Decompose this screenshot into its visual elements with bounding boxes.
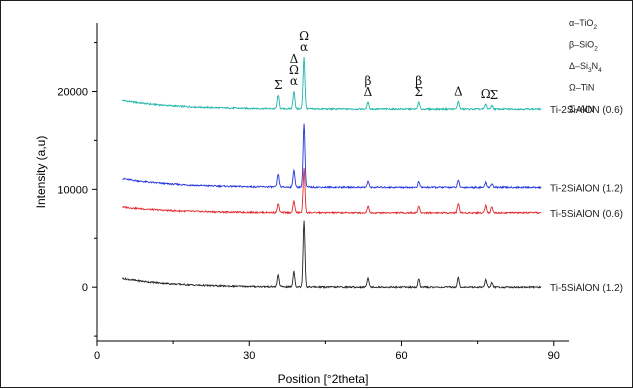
legend-subscript: 4 bbox=[598, 67, 602, 74]
x-tick-label: 30 bbox=[243, 350, 255, 362]
legend-subscript: 3 bbox=[588, 67, 592, 74]
series-line-0 bbox=[122, 57, 542, 112]
peak-symbol: β bbox=[365, 74, 372, 88]
peak-symbol: Σ bbox=[415, 85, 423, 99]
series-line-3 bbox=[121, 220, 542, 290]
legend-label: Σ–AlN bbox=[569, 104, 594, 114]
peak-symbol: Σ bbox=[490, 88, 498, 102]
legend-label: Δ–Si bbox=[569, 61, 588, 71]
legend-entry: β–SiO2 bbox=[569, 40, 598, 53]
y-tick-label: 0 bbox=[82, 282, 88, 294]
legend-subscript: 2 bbox=[594, 46, 598, 53]
peak-symbol: Σ bbox=[274, 78, 282, 92]
peak-symbol: Δ bbox=[364, 85, 373, 99]
legend-entry: Ω–TiN bbox=[569, 83, 594, 93]
series-label-1: Ti-2SiAlON (1.2) bbox=[550, 183, 623, 194]
x-tick-label: 90 bbox=[548, 350, 560, 362]
legend-entry: Σ–AlN bbox=[569, 104, 594, 114]
peak-symbol: α bbox=[290, 74, 298, 88]
x-tick-label: 60 bbox=[395, 350, 407, 362]
series-line-2 bbox=[122, 168, 542, 215]
legend-label: Ω–TiN bbox=[569, 83, 594, 93]
peak-symbol: Ω bbox=[289, 63, 299, 77]
x-tick-label: 0 bbox=[94, 350, 100, 362]
y-axis-title: Intensity (a,u) bbox=[34, 136, 48, 209]
legend-subscript: 2 bbox=[593, 24, 597, 31]
peak-symbol: Ω bbox=[299, 29, 309, 43]
y-tick-label: 10000 bbox=[57, 184, 88, 196]
legend-label-tail: N bbox=[592, 61, 599, 71]
peak-symbol: Δ bbox=[454, 84, 463, 98]
series-label-2: Ti-5SiAlON (0.6) bbox=[550, 209, 623, 220]
series-label-3: Ti-5SiAlON (1.2) bbox=[550, 283, 623, 294]
series-line-1 bbox=[122, 123, 542, 190]
peak-symbol: α bbox=[300, 40, 308, 54]
legend-entry: Δ–Si3N4 bbox=[569, 61, 602, 74]
legend-entry: α–TiO2 bbox=[569, 18, 597, 31]
y-tick-label: 20000 bbox=[57, 86, 88, 98]
series-label-0: Ti-2SiAlON (0.6) bbox=[550, 105, 623, 116]
peak-symbol: Δ bbox=[290, 52, 299, 66]
legend-label: α–TiO bbox=[569, 18, 593, 28]
peak-symbol: β bbox=[415, 74, 422, 88]
peak-symbol: Ω bbox=[481, 87, 491, 101]
legend-label: β–SiO bbox=[569, 40, 594, 50]
x-axis-title: Position [°2theta] bbox=[278, 372, 369, 386]
